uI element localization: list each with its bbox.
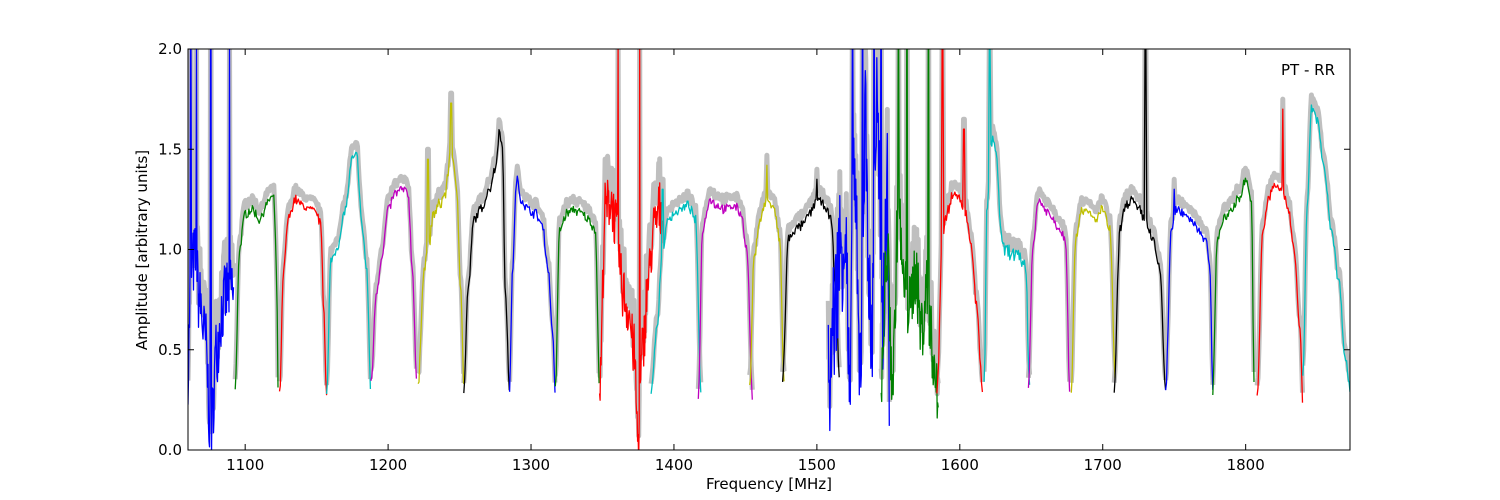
x-tick-label: 1100 — [226, 456, 264, 474]
y-axis-label: Amplitude [arbitrary units] — [133, 150, 151, 350]
envelope-band-4 — [368, 173, 419, 372]
series-layer — [188, 49, 1350, 450]
envelope-band-11 — [695, 186, 755, 390]
series-band-10 — [650, 188, 702, 394]
x-tick-label: 1600 — [941, 456, 979, 474]
envelope-band-23 — [1254, 96, 1305, 393]
series-band-15 — [880, 49, 939, 419]
series-band-12 — [749, 164, 785, 386]
x-tick-label: 1200 — [369, 456, 407, 474]
series-band-11 — [697, 198, 753, 400]
x-tick-label: 1700 — [1084, 456, 1122, 474]
series-band-8 — [554, 205, 600, 387]
x-tick-label: 1800 — [1227, 456, 1265, 474]
envelope-band-3 — [324, 139, 373, 385]
x-tick-label: 1500 — [798, 456, 836, 474]
series-band-20 — [1113, 49, 1167, 393]
series-band-17 — [983, 49, 1031, 385]
annotation-label: PT - RR — [1281, 61, 1335, 79]
envelope-band-19 — [1068, 193, 1118, 383]
envelope-band-22 — [1210, 165, 1257, 385]
series-band-14 — [827, 49, 890, 432]
x-tick-label: 1300 — [512, 456, 550, 474]
envelope-band-12 — [747, 152, 787, 376]
series-band-19 — [1070, 205, 1116, 393]
envelope-band-20 — [1111, 49, 1169, 383]
series-band-4 — [370, 185, 418, 381]
envelope-band-13 — [780, 166, 842, 373]
series-band-9 — [598, 49, 663, 450]
envelope-band-2 — [277, 182, 330, 386]
series-band-1 — [234, 194, 279, 390]
envelope-band-8 — [552, 193, 602, 377]
y-tick-label: 0.5 — [158, 341, 182, 359]
series-band-18 — [1027, 198, 1071, 392]
envelope-band-16 — [934, 49, 985, 384]
envelope-band-5 — [415, 90, 467, 375]
x-axis: 1100 1200 1300 1400 1500 1600 1700 1800 — [226, 49, 1265, 474]
series-band-7 — [508, 175, 556, 393]
envelope-band-7 — [507, 163, 558, 383]
y-axis: 0.0 0.5 1.0 1.5 2.0 — [158, 40, 1350, 459]
x-tick-label: 1400 — [655, 456, 693, 474]
series-band-13 — [781, 178, 840, 382]
series-band-24 — [1302, 104, 1350, 392]
y-tick-label: 2.0 — [158, 40, 182, 58]
envelope-band-1 — [232, 182, 281, 380]
series-band-0 — [188, 49, 235, 450]
series-band-16 — [936, 49, 984, 394]
series-band-21 — [1164, 188, 1214, 391]
series-band-23 — [1256, 108, 1304, 403]
y-tick-label: 1.5 — [158, 140, 182, 158]
y-tick-label: 0.0 — [158, 441, 182, 459]
plot-background — [188, 49, 1350, 450]
series-band-3 — [325, 151, 372, 395]
series-band-2 — [278, 194, 328, 396]
y-tick-label: 1.0 — [158, 241, 182, 259]
x-axis-label: Frequency [MHz] — [706, 475, 832, 493]
envelope-band-17 — [981, 49, 1033, 375]
series-band-22 — [1212, 177, 1255, 396]
series-band-5 — [417, 102, 465, 385]
envelope-band-14 — [825, 49, 892, 409]
series-band-6 — [463, 129, 510, 394]
